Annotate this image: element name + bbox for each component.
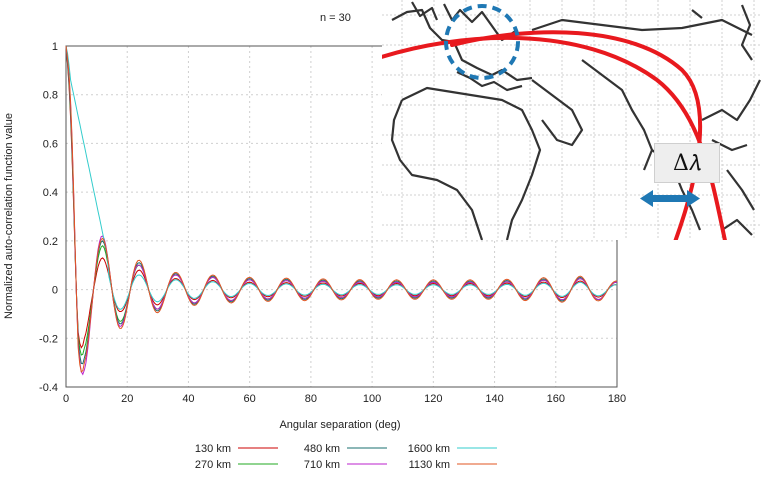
x-axis-title: Angular separation (deg) <box>279 419 400 431</box>
y-tick-label: -0.2 <box>39 333 58 345</box>
series-line-4 <box>65 45 617 310</box>
x-tick-label: 140 <box>485 393 503 405</box>
great-circle-arc-2 <box>450 30 703 240</box>
series-line-3 <box>65 45 617 376</box>
x-tick-label: 0 <box>63 393 69 405</box>
y-tick-label: 1 <box>52 41 58 53</box>
y-tick-label: 0.6 <box>43 138 58 150</box>
dashed-circle-marker <box>444 4 520 80</box>
y-tick-label: 0.2 <box>43 236 58 248</box>
legend-label: 710 km <box>304 459 340 471</box>
legend-label: 270 km <box>195 459 231 471</box>
legend-label: 1600 km <box>408 443 450 455</box>
double-arrow-icon <box>640 190 700 207</box>
legend-label: 480 km <box>304 443 340 455</box>
y-axis-title: Normalized auto-correlation function val… <box>3 113 15 319</box>
x-tick-label: 100 <box>363 393 381 405</box>
y-tick-label: 0.8 <box>43 90 58 102</box>
x-tick-label: 160 <box>547 393 565 405</box>
series-line-0 <box>65 45 618 349</box>
legend-label: 1130 km <box>409 459 450 471</box>
x-tick-label: 40 <box>182 393 194 405</box>
series-lines <box>65 45 618 376</box>
series-line-5 <box>65 45 618 373</box>
legend-label: 130 km <box>195 443 231 455</box>
y-tick-label: 0.4 <box>43 187 58 199</box>
legend: 130 km 480 km 1600 km 270 km 710 km 1130 km <box>195 443 497 471</box>
x-tick-label: 180 <box>608 393 626 405</box>
series-line-2 <box>65 45 617 365</box>
x-tick-label: 120 <box>424 393 442 405</box>
x-tick-label: 80 <box>305 393 317 405</box>
coastlines <box>390 1 761 240</box>
delta-lambda-label: Δ𝜆 <box>654 143 720 183</box>
y-tick-label: -0.4 <box>39 382 58 394</box>
sample-count-annotation: n = 30 <box>320 12 351 24</box>
y-tick-label: 0 <box>52 285 58 297</box>
x-tick-label: 20 <box>121 393 133 405</box>
x-tick-label: 60 <box>244 393 256 405</box>
world-map-graphic <box>382 0 761 240</box>
map-inset: Δ𝜆 <box>382 0 761 240</box>
